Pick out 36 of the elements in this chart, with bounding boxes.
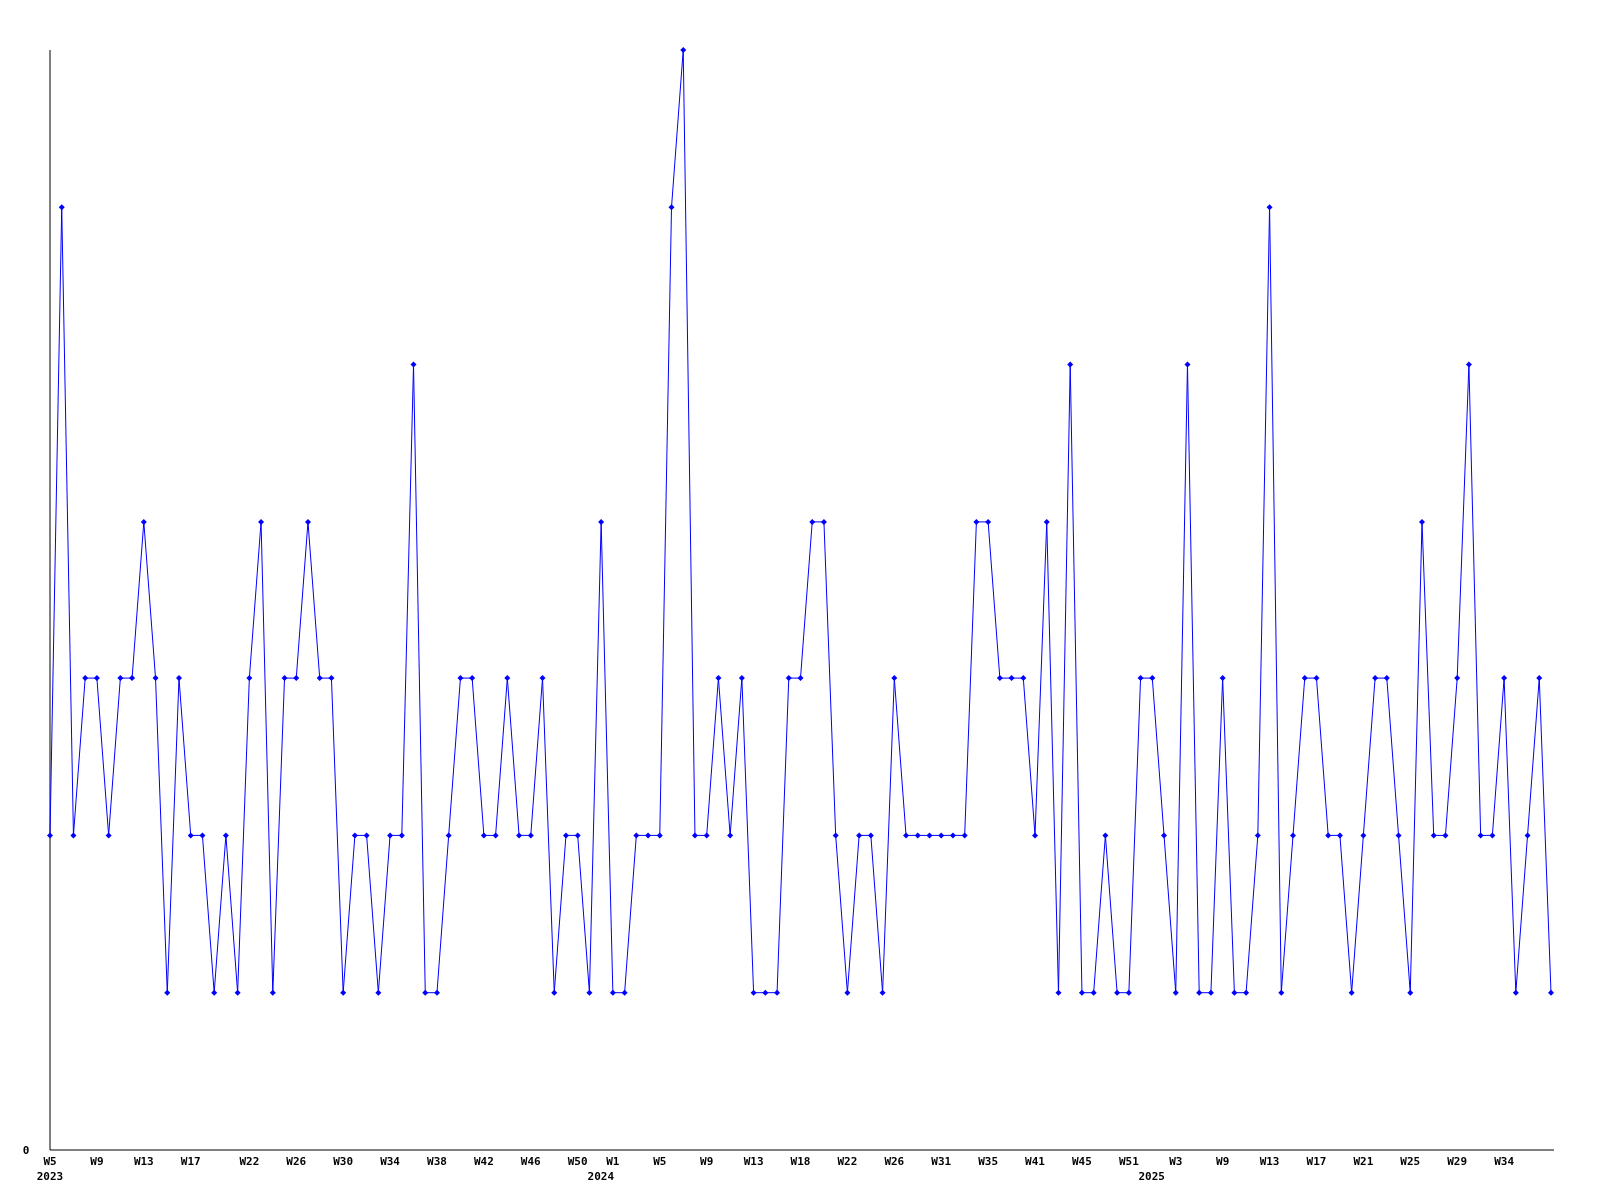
x-tick-label: W45 — [1072, 1155, 1092, 1168]
x-tick-label: W29 — [1447, 1155, 1468, 1168]
x-tick-label: W34 — [380, 1155, 401, 1168]
x-tick-label: W30 — [333, 1155, 354, 1168]
x-tick-label: W9 — [90, 1155, 104, 1168]
x-tick-label: W9 — [700, 1155, 714, 1168]
x-tick-label: W22 — [239, 1155, 260, 1168]
x-tick-label: W3 — [1169, 1155, 1183, 1168]
x-tick-label: W9 — [1216, 1155, 1230, 1168]
x-tick-label: W31 — [931, 1155, 952, 1168]
x-tick-label: W17 — [180, 1155, 201, 1168]
x-tick-label: W5 — [43, 1155, 57, 1168]
x-tick-label: W42 — [473, 1155, 494, 1168]
x-tick-label: W13 — [1259, 1155, 1280, 1168]
x-tick-label: W35 — [978, 1155, 999, 1168]
text: 2024 — [587, 1170, 615, 1183]
text: 2023 — [36, 1170, 64, 1183]
x-tick-label: W21 — [1353, 1155, 1374, 1168]
x-tick-label: W13 — [743, 1155, 764, 1168]
x-tick-label: W17 — [1306, 1155, 1327, 1168]
x-tick-label: W41 — [1025, 1155, 1046, 1168]
x-tick-label: W5 — [653, 1155, 667, 1168]
x-tick-label: W38 — [427, 1155, 447, 1168]
x-tick-label: W34 — [1494, 1155, 1515, 1168]
x-tick-label: W46 — [520, 1155, 542, 1168]
x-tick-label: W18 — [790, 1155, 811, 1168]
x-tick-label: W1 — [606, 1155, 620, 1168]
x-tick-label: W26 — [286, 1155, 307, 1168]
x-tick-label: W51 — [1118, 1155, 1140, 1168]
x-tick-label: W22 — [837, 1155, 858, 1168]
text: 2025 — [1138, 1170, 1165, 1183]
x-tick-label: W13 — [133, 1155, 154, 1168]
text: 0 — [22, 1143, 30, 1157]
x-tick-label: W26 — [884, 1155, 905, 1168]
x-tick-label: W50 — [567, 1155, 588, 1168]
x-tick-label: W25 — [1400, 1155, 1421, 1168]
